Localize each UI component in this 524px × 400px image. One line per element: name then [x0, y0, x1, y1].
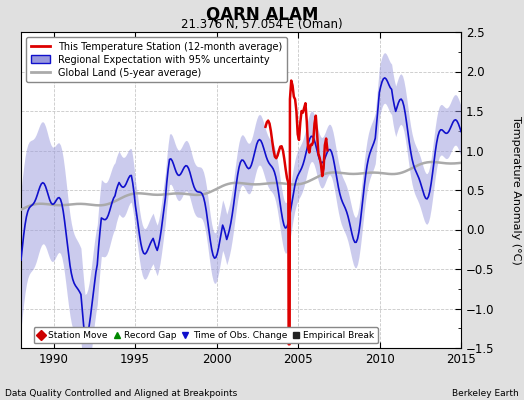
Text: Data Quality Controlled and Aligned at Breakpoints: Data Quality Controlled and Aligned at B…	[5, 389, 237, 398]
Legend: Station Move, Record Gap, Time of Obs. Change, Empirical Break: Station Move, Record Gap, Time of Obs. C…	[34, 327, 378, 344]
Text: QARN ALAM: QARN ALAM	[206, 6, 318, 24]
Text: 21.376 N, 57.054 E (Oman): 21.376 N, 57.054 E (Oman)	[181, 18, 343, 31]
Text: Berkeley Earth: Berkeley Earth	[452, 389, 519, 398]
Y-axis label: Temperature Anomaly (°C): Temperature Anomaly (°C)	[511, 116, 521, 264]
